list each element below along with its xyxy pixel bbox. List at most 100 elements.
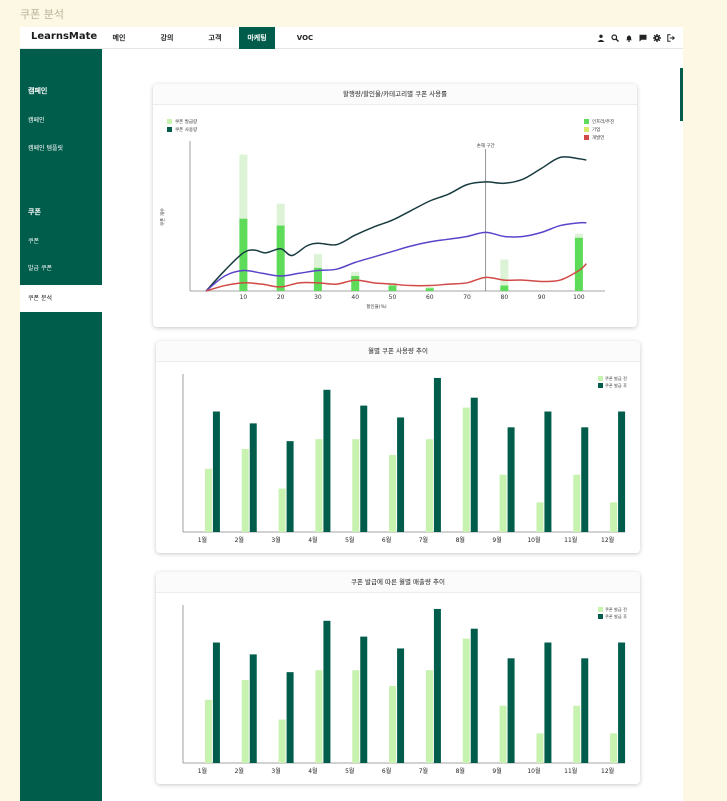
bar-before — [204, 468, 212, 532]
legend-swatch — [584, 127, 589, 132]
bar-before — [278, 719, 286, 763]
x-tick-label: 4월 — [308, 536, 317, 544]
bar-before — [315, 439, 323, 532]
header-icons — [596, 33, 675, 42]
bar-after — [433, 608, 441, 763]
nav-voc[interactable]: VOC — [296, 34, 314, 42]
top-bar: LearnsMate 메인 강의 고객 마케팅 VOC — [20, 27, 683, 49]
legend-label: 쿠폰 사용량 — [175, 126, 197, 133]
legend-swatch — [584, 119, 589, 124]
search-icon[interactable] — [610, 33, 619, 42]
bar-before — [425, 439, 433, 532]
bar-used — [388, 285, 397, 291]
bar-issued — [500, 259, 509, 291]
discount-usage-chart: 손해 구간 10 20 30 40 50 60 70 80 90 100 할인율(%) 쿠폰 개수 쿠폰 … — [159, 118, 614, 310]
x-tick-label: 50 — [389, 294, 397, 301]
sidebar-item-issued-coupon[interactable]: 발급 쿠폰 — [28, 265, 52, 272]
x-tick-label: 8월 — [456, 767, 465, 775]
bar-after — [618, 411, 626, 532]
bar-before — [352, 439, 360, 532]
x-tick-label: 10월 — [527, 536, 540, 544]
legend-swatch — [598, 376, 603, 381]
chart-title: 쿠폰 발급에 따른 월별 매출량 추이 — [156, 572, 640, 593]
bar-after — [544, 642, 552, 763]
bar-before — [315, 670, 323, 763]
x-tick-label: 90 — [538, 294, 546, 301]
bar-before — [610, 502, 618, 532]
page-caption: 쿠폰 분석 — [20, 8, 64, 21]
series-line — [205, 221, 587, 292]
bar-before — [241, 680, 249, 763]
nav-customer[interactable]: 고객 — [208, 34, 222, 42]
sidebar-section-campaign: 캠페인 — [28, 87, 48, 95]
bar-before — [204, 699, 212, 763]
bar-before — [462, 638, 470, 763]
sidebar: 캠페인 캠페인 캠페인 템플릿 쿠폰 쿠폰 발급 쿠폰 쿠폰 분석 — [20, 49, 102, 801]
x-tick-label: 30 — [314, 294, 322, 301]
x-tick-label: 4월 — [308, 767, 317, 775]
bar-before — [536, 733, 544, 763]
series-line — [205, 156, 587, 292]
logo[interactable]: LearnsMate — [31, 31, 98, 42]
sidebar-item-coupon[interactable]: 쿠폰 — [28, 238, 40, 245]
user-icon[interactable] — [596, 33, 605, 42]
sidebar-item-campaign-template[interactable]: 캠페인 템플릿 — [28, 145, 64, 152]
x-tick-label: 11월 — [564, 767, 577, 775]
sidebar-item-coupon-analysis[interactable]: 쿠폰 분석 — [20, 285, 102, 312]
x-tick-label: 60 — [426, 294, 434, 301]
bar-after — [323, 620, 331, 763]
scrollbar-thumb[interactable] — [680, 68, 683, 121]
bar-after — [470, 397, 478, 532]
legend-swatch — [598, 383, 603, 388]
x-tick-label: 10월 — [527, 767, 540, 775]
x-tick-label: 12월 — [601, 767, 614, 775]
bar-after — [397, 648, 405, 763]
nav-marketing[interactable]: 마케팅 — [239, 27, 275, 49]
series-line — [205, 263, 587, 292]
logout-icon[interactable] — [666, 33, 675, 42]
x-tick-label: 10 — [240, 294, 248, 301]
bar-after — [618, 642, 626, 763]
bar-after — [397, 417, 405, 532]
bar-after — [581, 427, 589, 532]
legend-swatch — [167, 119, 172, 124]
legend-label: 기업 — [592, 126, 600, 133]
x-tick-label: 8월 — [456, 536, 465, 544]
x-tick-label: 3월 — [271, 536, 280, 544]
bar-after — [286, 672, 294, 763]
x-tick-label: 3월 — [271, 767, 280, 775]
bar-used — [313, 267, 322, 291]
gear-icon[interactable] — [652, 33, 661, 42]
bar-used — [239, 218, 248, 291]
x-tick-label: 2월 — [235, 536, 244, 544]
bar-before — [499, 705, 507, 763]
nav-lecture[interactable]: 강의 — [160, 34, 174, 42]
legend-swatch — [598, 614, 603, 619]
x-tick-label: 20 — [277, 294, 285, 301]
monthly-sales-chart: 1월 2월 3월 4월 5월 6월 7월 8월 9월 10월 11월 12월 쿠폰 발급 전쿠폰 발급 … — [182, 605, 627, 775]
x-axis-label: 할인율(%) — [366, 303, 386, 310]
bar-before — [462, 407, 470, 532]
x-tick-label: 6월 — [382, 767, 391, 775]
bar-after — [581, 658, 589, 763]
x-tick-label: 1월 — [198, 536, 207, 544]
bar-before — [241, 449, 249, 532]
chat-icon[interactable] — [638, 33, 647, 42]
monthly-usage-chart: 1월 2월 3월 4월 5월 6월 7월 8월 9월 10월 11월 12월 쿠폰 발급 전쿠폰 발급 … — [182, 374, 627, 544]
legend-label: 쿠폰 발급 후 — [605, 613, 627, 620]
nav-main[interactable]: 메인 — [112, 34, 126, 42]
x-tick-label: 6월 — [382, 536, 391, 544]
bar-before — [499, 474, 507, 532]
legend-swatch — [167, 127, 172, 132]
x-tick-label: 40 — [351, 294, 359, 301]
x-tick-label: 70 — [463, 294, 471, 301]
legend-label: 쿠폰 발급량 — [175, 118, 197, 125]
chart-card-monthly-usage: 월별 쿠폰 사용량 추이 1월 2월 3월 4월 5월 6월 7월 8월 9월 10월 11월 12월… — [156, 341, 640, 553]
annotation-label: 손해 구간 — [477, 142, 495, 149]
legend-swatch — [598, 607, 603, 612]
sidebar-item-campaign[interactable]: 캠페인 — [28, 117, 45, 124]
x-tick-label: 12월 — [601, 536, 614, 544]
bell-icon[interactable] — [624, 33, 633, 42]
bar-after — [507, 658, 515, 763]
bar-after — [212, 642, 220, 763]
